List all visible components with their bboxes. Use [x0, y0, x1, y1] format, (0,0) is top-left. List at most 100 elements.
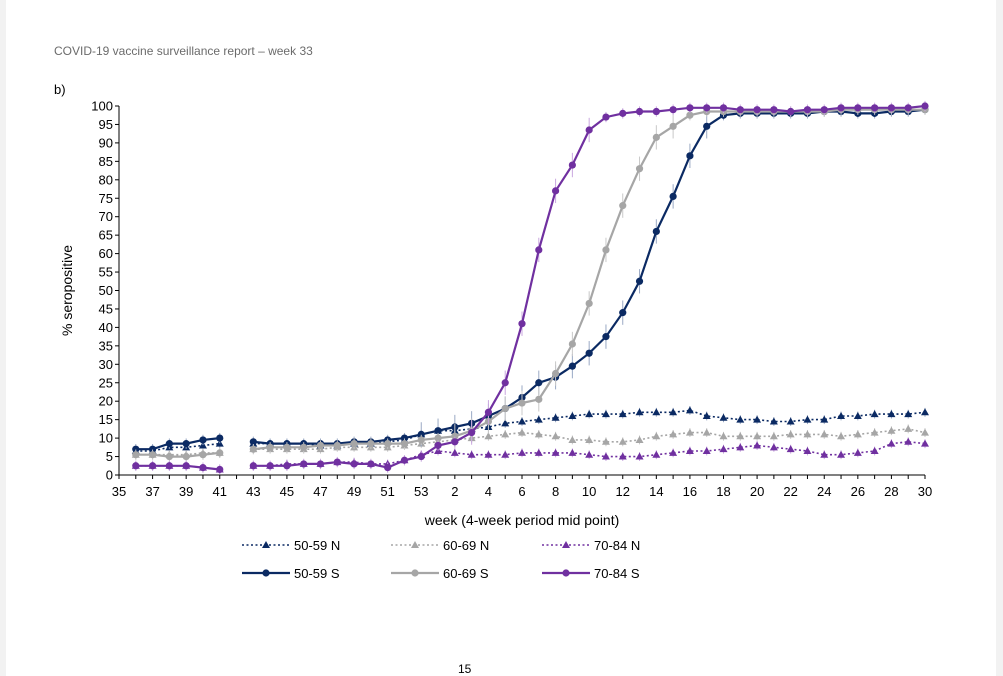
data-point — [618, 437, 627, 445]
data-point — [686, 104, 694, 112]
data-point — [165, 440, 173, 448]
data-point — [350, 460, 358, 468]
data-point — [669, 408, 678, 416]
data-point — [602, 333, 610, 341]
data-point — [635, 277, 644, 285]
data-point — [400, 456, 409, 464]
y-tick-label: 45 — [99, 301, 113, 316]
data-point — [904, 437, 913, 445]
data-point — [669, 106, 677, 114]
x-tick-label: 30 — [918, 484, 932, 499]
x-axis-label: week (4-week period mid point) — [424, 512, 620, 528]
data-point — [853, 448, 862, 456]
data-point — [585, 299, 593, 308]
data-point — [786, 417, 795, 425]
data-point — [333, 458, 341, 466]
data-point — [534, 415, 543, 423]
data-point — [585, 349, 593, 357]
data-point — [669, 430, 678, 438]
data-point — [400, 434, 409, 442]
x-tick-label: 49 — [347, 484, 361, 499]
y-tick-label: 25 — [99, 375, 113, 390]
data-point — [148, 462, 157, 470]
x-tick-label: 53 — [414, 484, 428, 499]
data-point — [870, 428, 879, 436]
data-point — [501, 404, 509, 413]
data-point — [400, 440, 409, 448]
data-point — [585, 450, 594, 458]
data-point — [450, 448, 459, 456]
y-tick-label: 55 — [99, 265, 113, 280]
x-tick-label: 26 — [851, 484, 865, 499]
data-point — [635, 107, 644, 116]
data-point — [165, 462, 173, 470]
data-point — [769, 432, 778, 440]
data-point — [602, 246, 610, 254]
data-point — [703, 122, 711, 130]
series-70-84-s — [132, 100, 929, 475]
data-point — [719, 104, 728, 112]
data-point — [451, 438, 459, 446]
data-point — [199, 436, 207, 444]
data-point — [753, 106, 761, 114]
report-page: COVID-19 vaccine surveillance report – w… — [6, 0, 996, 676]
legend-marker — [262, 541, 270, 548]
x-tick-label: 43 — [246, 484, 260, 499]
legend-label: 70-84 N — [594, 538, 640, 553]
data-point — [518, 320, 526, 328]
data-point — [535, 246, 543, 254]
data-point — [601, 437, 610, 445]
data-point — [534, 430, 543, 438]
data-point — [551, 448, 560, 456]
data-point — [719, 432, 728, 440]
data-point — [887, 104, 896, 112]
series-line — [135, 104, 926, 471]
data-point — [518, 417, 526, 425]
data-point — [652, 408, 661, 416]
data-point — [753, 441, 762, 449]
data-point — [870, 447, 879, 455]
data-point — [585, 410, 594, 418]
data-point — [148, 451, 157, 459]
data-point — [635, 452, 644, 460]
data-point — [384, 440, 392, 448]
data-point — [904, 104, 912, 112]
data-point — [921, 439, 929, 447]
data-point — [216, 465, 224, 474]
legend-item: 70-84 S — [542, 566, 640, 581]
legend-item: 50-59 N — [242, 538, 340, 553]
data-point — [685, 406, 694, 414]
data-point — [467, 450, 476, 458]
data-point — [551, 369, 560, 378]
legend-marker — [411, 569, 419, 577]
data-point — [518, 428, 526, 436]
y-tick-label: 35 — [99, 338, 113, 353]
data-point — [484, 450, 493, 458]
data-point — [652, 107, 660, 116]
legend-marker — [411, 541, 419, 548]
legend-item: 60-69 N — [391, 538, 489, 553]
data-point — [669, 122, 677, 130]
data-point — [719, 445, 728, 453]
data-point — [619, 202, 627, 210]
data-point — [434, 434, 442, 442]
data-point — [619, 109, 627, 117]
data-point — [535, 395, 543, 403]
data-point — [518, 399, 526, 407]
data-point — [568, 411, 577, 419]
data-point — [803, 106, 812, 114]
data-point — [601, 452, 610, 460]
legend-marker — [562, 569, 570, 577]
data-point — [132, 451, 140, 459]
data-point — [283, 443, 291, 451]
series-line — [135, 108, 926, 451]
data-point — [686, 152, 694, 160]
data-point — [568, 161, 576, 169]
data-point — [367, 440, 375, 448]
data-point — [568, 435, 577, 443]
data-point — [635, 408, 644, 416]
legend-label: 70-84 S — [594, 566, 640, 581]
data-point — [132, 462, 140, 470]
data-point — [535, 379, 543, 387]
y-axis-label: % seropositive — [59, 245, 75, 336]
